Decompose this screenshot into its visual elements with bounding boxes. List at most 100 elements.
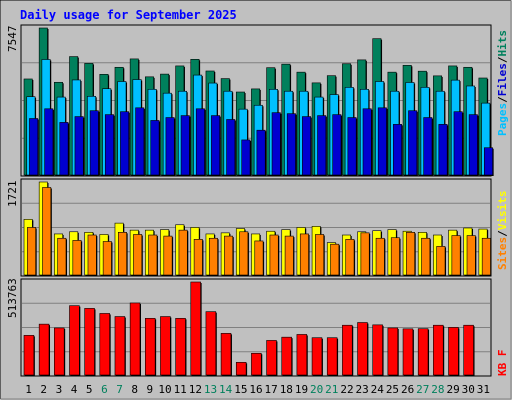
bar-pages-day-7 bbox=[120, 111, 130, 176]
bar-pages-day-3 bbox=[59, 122, 69, 176]
x-label-day-17: 17 bbox=[265, 383, 278, 396]
bar-pages-day-27 bbox=[423, 117, 433, 176]
bar-sites-day-23 bbox=[360, 232, 370, 276]
bar-kb-f-day-7 bbox=[114, 316, 126, 376]
bar-kb-f-day-8 bbox=[129, 302, 141, 376]
x-label-day-16: 16 bbox=[249, 383, 262, 396]
x-label-day-29: 29 bbox=[446, 383, 459, 396]
panel-visits-sites bbox=[20, 178, 492, 277]
bar-sites-day-7 bbox=[118, 232, 127, 276]
bar-sites-day-15 bbox=[239, 231, 249, 276]
legend-files: Files bbox=[496, 63, 509, 96]
bar-sites-day-26 bbox=[406, 232, 416, 276]
panel-kbytes bbox=[20, 278, 492, 377]
bar-sites-day-5 bbox=[87, 234, 97, 276]
bar-kb-f-day-25 bbox=[387, 327, 399, 376]
bar-kb-f-day-21 bbox=[326, 337, 338, 376]
bar-pages-day-17 bbox=[271, 112, 281, 176]
bar-kb-f-day-24 bbox=[372, 324, 383, 376]
legend-visits: Visits bbox=[496, 191, 509, 231]
bar-pages-day-24 bbox=[377, 107, 387, 176]
bar-sites-day-21 bbox=[330, 243, 340, 276]
legend-middle: Sites/Visits bbox=[496, 191, 509, 271]
bar-pages-day-11 bbox=[180, 115, 190, 176]
bar-kb-f-day-30 bbox=[463, 324, 474, 376]
bar-kb-f-day-6 bbox=[99, 313, 110, 376]
bar-kb-f-day-3 bbox=[54, 327, 65, 376]
bar-sites-day-2 bbox=[42, 187, 52, 276]
bar-kb-f-day-26 bbox=[402, 328, 414, 376]
bar-pages-day-13 bbox=[211, 115, 221, 176]
legend-sites: Sites bbox=[496, 237, 509, 270]
bar-pages-day-22 bbox=[347, 117, 357, 176]
bar-kb-f-day-27 bbox=[417, 328, 429, 376]
bar-pages-day-6 bbox=[104, 114, 114, 176]
bar-pages-day-30 bbox=[468, 114, 478, 176]
legend-kbytes: KB F bbox=[496, 350, 509, 377]
y-max-label-kbytes: 513763 bbox=[6, 278, 19, 318]
bar-kb-f-day-9 bbox=[144, 318, 156, 376]
bar-pages-day-29 bbox=[453, 111, 463, 176]
x-label-day-13: 13 bbox=[204, 383, 217, 396]
x-label-day-28: 28 bbox=[431, 383, 444, 396]
legend-pages: Pages bbox=[496, 103, 509, 136]
bar-sites-day-13 bbox=[208, 237, 218, 276]
bar-sites-day-9 bbox=[148, 234, 158, 276]
bar-sites-day-3 bbox=[57, 237, 67, 276]
bar-kb-f-day-5 bbox=[84, 308, 95, 376]
bar-sites-day-20 bbox=[315, 234, 325, 276]
bar-pages-day-16 bbox=[256, 129, 266, 176]
bar-pages-day-9 bbox=[150, 120, 160, 176]
bar-kb-f-day-12 bbox=[190, 281, 201, 376]
legend-sep-3: / bbox=[496, 230, 509, 237]
x-label-day-31: 31 bbox=[477, 383, 490, 396]
bar-sites-day-14 bbox=[224, 235, 234, 276]
bar-sites-day-16 bbox=[254, 240, 264, 276]
bar-kb-f-day-19 bbox=[296, 334, 308, 376]
bar-kb-f-day-14 bbox=[220, 333, 232, 376]
bar-sites-day-10 bbox=[163, 235, 173, 276]
x-label-day-11: 11 bbox=[174, 383, 187, 396]
bar-kb-f-day-13 bbox=[205, 311, 217, 376]
chart-panels bbox=[20, 24, 494, 377]
x-label-day-15: 15 bbox=[234, 383, 247, 396]
bar-sites-day-12 bbox=[193, 239, 203, 276]
legend-hits: Hits bbox=[496, 30, 509, 57]
bar-pages-day-10 bbox=[165, 117, 175, 176]
x-label-day-2: 2 bbox=[40, 383, 47, 396]
bar-sites-day-28 bbox=[436, 246, 446, 276]
bar-kb-f-day-18 bbox=[281, 336, 292, 376]
bar-sites-day-27 bbox=[421, 237, 431, 276]
x-label-day-7: 7 bbox=[116, 383, 123, 396]
bar-sites-day-11 bbox=[178, 229, 188, 276]
bar-pages-day-4 bbox=[74, 116, 84, 176]
x-label-day-20: 20 bbox=[310, 383, 323, 396]
bar-pages-day-5 bbox=[89, 110, 99, 176]
bar-sites-day-29 bbox=[451, 235, 461, 276]
bar-kb-f-day-20 bbox=[311, 337, 323, 376]
bar-kb-f-day-11 bbox=[175, 318, 186, 376]
bar-sites-day-18 bbox=[284, 235, 294, 276]
bar-kb-f-day-1 bbox=[23, 335, 35, 376]
bar-pages-day-25 bbox=[393, 124, 402, 176]
panel-hits-files-pages bbox=[20, 24, 494, 177]
x-label-day-27: 27 bbox=[416, 383, 429, 396]
x-label-day-12: 12 bbox=[189, 383, 202, 396]
chart-title: Daily usage for September 2025 bbox=[20, 8, 237, 22]
bar-sites-day-31 bbox=[481, 237, 491, 276]
bar-pages-day-26 bbox=[408, 110, 418, 176]
bar-kb-f-day-22 bbox=[342, 324, 353, 376]
bar-sites-day-19 bbox=[299, 233, 309, 276]
bar-pages-day-31 bbox=[483, 147, 493, 176]
bar-kb-f-day-4 bbox=[69, 305, 80, 376]
x-label-day-8: 8 bbox=[131, 383, 138, 396]
bar-pages-day-28 bbox=[438, 124, 448, 176]
bar-pages-day-20 bbox=[317, 115, 327, 176]
bar-pages-day-19 bbox=[302, 116, 312, 176]
x-label-day-14: 14 bbox=[219, 383, 233, 396]
x-label-day-4: 4 bbox=[71, 383, 78, 396]
x-label-day-25: 25 bbox=[386, 383, 399, 396]
bar-pages-day-21 bbox=[332, 114, 342, 176]
bar-kb-f-day-15 bbox=[235, 362, 247, 376]
